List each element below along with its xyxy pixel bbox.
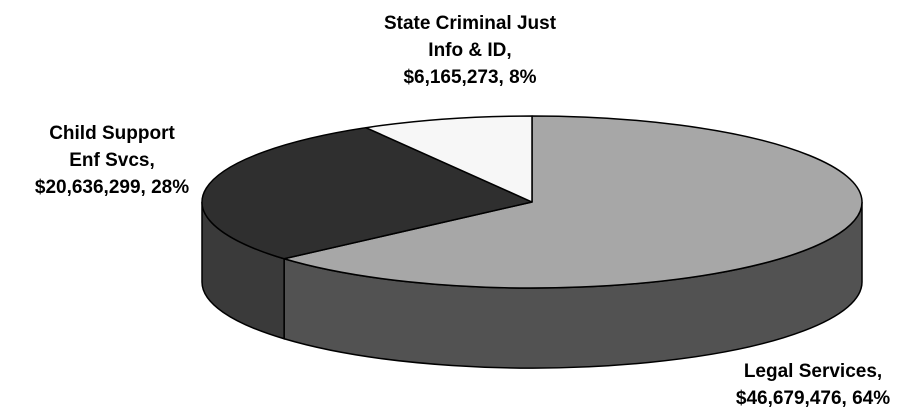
label-line: $6,165,273, 8% (403, 67, 537, 88)
label-state-criminal-just: State Criminal Just Info & ID, $6,165,27… (350, 10, 590, 91)
label-line: Child Support (49, 123, 175, 144)
pie-slice-child-support-enf-svcs (201, 126, 533, 260)
label-child-support: Child Support Enf Svcs, $20,636,299, 28% (0, 120, 224, 201)
label-line: Enf Svcs, (69, 150, 155, 171)
pie-slice-state-criminal-just-info-id (365, 115, 533, 203)
label-line: $20,636,299, 28% (34, 177, 190, 198)
label-line: $46,679,476, 64% (735, 388, 891, 409)
label-line: Info & ID, (428, 40, 512, 61)
label-line: State Criminal Just (383, 13, 557, 34)
label-line: Legal Services, (743, 361, 883, 382)
pie-slice-legal-services (283, 115, 863, 289)
label-legal-services: Legal Services, $46,679,476, 64% (716, 358, 910, 412)
